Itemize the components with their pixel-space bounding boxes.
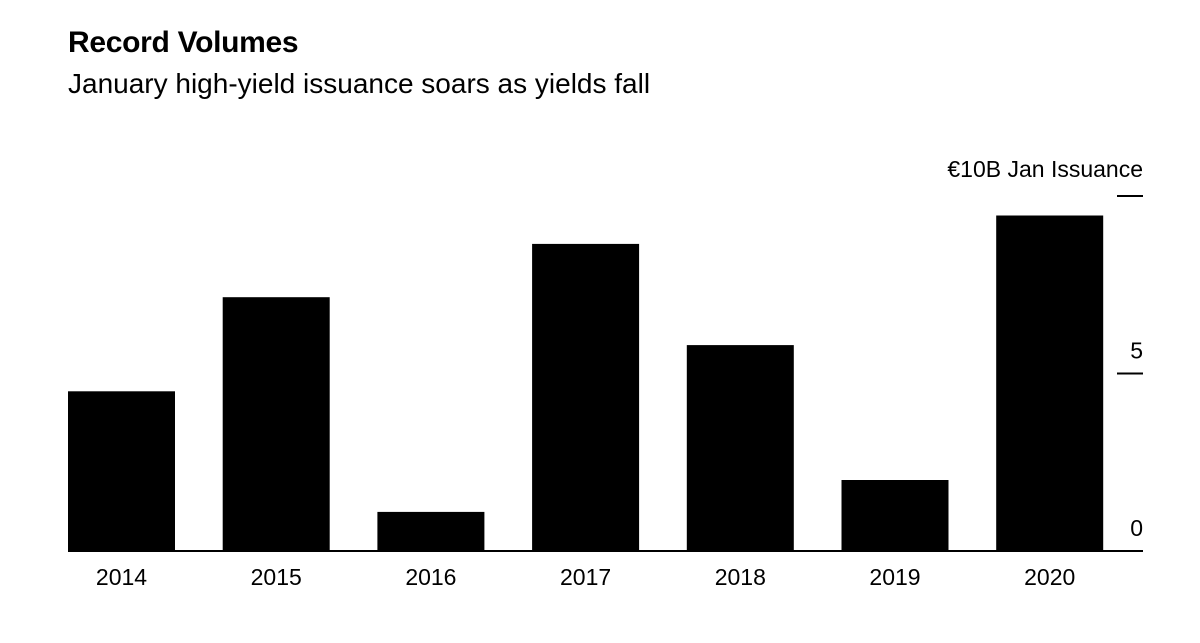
x-tick-label-2017: 2017 [560,564,611,590]
y-tick-label-0: 0 [1130,515,1143,541]
y-tick-label-5: 5 [1130,338,1143,364]
bar-2018 [686,345,794,551]
chart-subtitle: January high-yield issuance soars as yie… [68,68,651,99]
x-axis-labels: 2014 2015 2016 2017 2018 2019 2020 [96,564,1075,590]
chart-title: Record Volumes [68,26,299,59]
bar-2015 [222,297,330,551]
bar-2016 [377,511,485,551]
bar-2017 [532,243,640,551]
y-axis-unit-label: €10B Jan Issuance [947,156,1143,182]
y-axis-ticks: 05 [1117,195,1143,541]
x-tick-label-2014: 2014 [96,564,147,590]
x-tick-label-2015: 2015 [251,564,302,590]
x-tick-label-2018: 2018 [715,564,766,590]
x-tick-label-2016: 2016 [405,564,456,590]
bar-group [68,215,1104,552]
bar-2014 [68,391,175,552]
bar-2020 [996,215,1104,551]
x-tick-label-2019: 2019 [869,564,920,590]
bar-2019 [841,480,949,551]
x-tick-label-2020: 2020 [1024,564,1075,590]
